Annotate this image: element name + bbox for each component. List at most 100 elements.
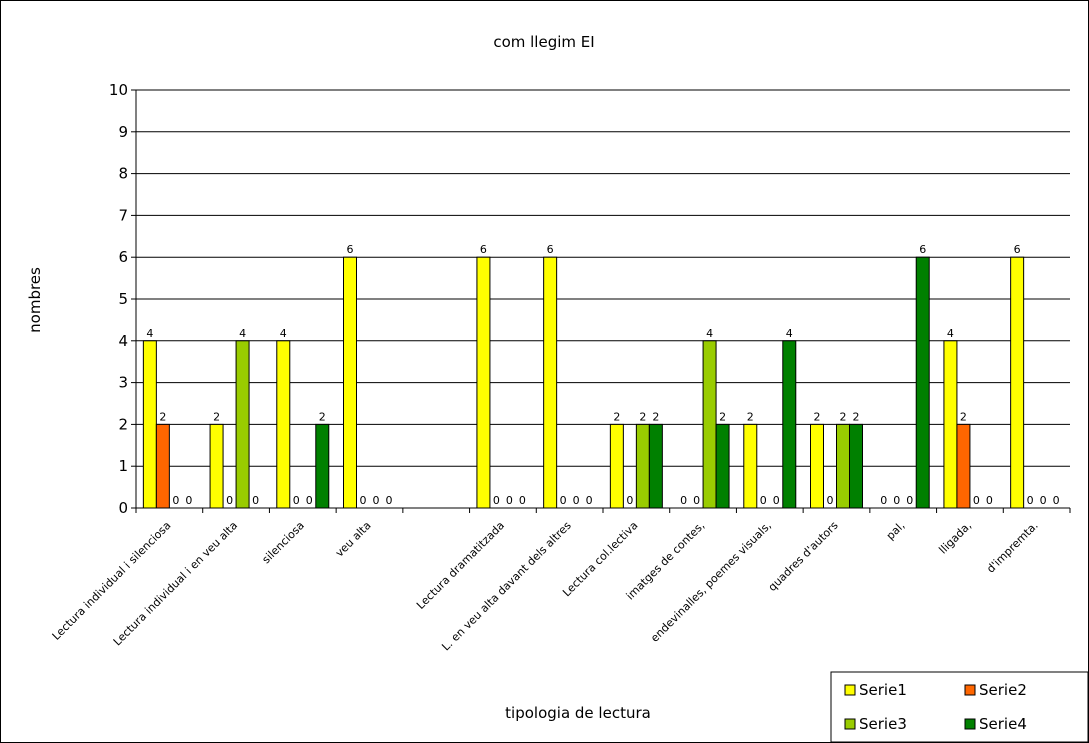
data-label: 0 <box>386 494 393 507</box>
data-label: 2 <box>960 410 967 423</box>
data-label: 0 <box>493 494 500 507</box>
bar-serie1-3 <box>343 256 357 509</box>
data-label: 0 <box>573 494 580 507</box>
data-label: 0 <box>293 494 300 507</box>
data-label: 2 <box>159 410 166 423</box>
bar-serie4-10 <box>849 423 863 509</box>
bar-serie1-1 <box>209 423 224 509</box>
bar-serie1-6 <box>543 256 558 509</box>
data-label: 2 <box>853 410 860 423</box>
data-label: 6 <box>347 243 354 256</box>
data-label: 4 <box>706 327 713 340</box>
data-label: 0 <box>226 494 233 507</box>
bar-serie4-2 <box>315 423 330 509</box>
data-label: 0 <box>626 494 633 507</box>
bars-layer <box>142 256 1025 509</box>
y-tick-label: 5 <box>118 290 128 308</box>
data-label: 0 <box>693 494 700 507</box>
data-label: 0 <box>252 494 259 507</box>
data-label: 4 <box>239 327 246 340</box>
data-label: 0 <box>560 494 567 507</box>
data-label: 0 <box>1027 494 1034 507</box>
bar-serie1-9 <box>743 423 758 509</box>
bar-serie1-12 <box>943 340 958 509</box>
data-label: 6 <box>480 243 487 256</box>
legend-label-serie3: Serie3 <box>859 715 907 733</box>
chart-title: com llegim EI <box>493 33 594 51</box>
bar-serie4-11 <box>915 256 930 509</box>
data-label: 2 <box>652 410 659 423</box>
data-label: 6 <box>919 243 926 256</box>
bar-serie4-7 <box>648 423 663 509</box>
data-label: 0 <box>519 494 526 507</box>
data-label: 0 <box>973 494 980 507</box>
y-tick-label: 8 <box>118 165 128 183</box>
bar-serie1-13 <box>1010 256 1025 509</box>
data-label: 2 <box>213 410 220 423</box>
data-label: 0 <box>827 494 834 507</box>
y-tick-label: 10 <box>109 81 128 99</box>
data-label: 0 <box>373 494 380 507</box>
bar-serie1-0 <box>142 340 157 509</box>
legend-swatch-serie4 <box>964 718 976 730</box>
data-label: 0 <box>986 494 993 507</box>
data-label: 0 <box>880 494 887 507</box>
bar-serie1-7 <box>609 423 624 509</box>
y-tick-label: 1 <box>118 457 128 475</box>
data-label: 4 <box>280 327 287 340</box>
legend: Serie1 Serie2 Serie3 Serie4 <box>830 671 1089 743</box>
data-label: 4 <box>146 327 153 340</box>
data-label: 0 <box>680 494 687 507</box>
bar-serie3-10 <box>836 423 850 509</box>
data-label: 4 <box>786 327 793 340</box>
bar-serie2-0 <box>155 423 170 509</box>
legend-label-serie4: Serie4 <box>979 715 1027 733</box>
y-tick-label: 3 <box>118 374 128 392</box>
legend-swatch-serie1 <box>844 684 856 696</box>
data-label: 0 <box>586 494 593 507</box>
data-label: 0 <box>906 494 913 507</box>
y-tick-label: 9 <box>118 123 128 141</box>
data-label: 0 <box>760 494 767 507</box>
data-label: 2 <box>613 410 620 423</box>
bar-serie4-9 <box>782 340 797 509</box>
data-label: 0 <box>1053 494 1060 507</box>
grid-layer <box>136 89 1070 467</box>
x-axis-title: tipologia de lectura <box>505 704 651 722</box>
y-tick-label: 0 <box>118 499 128 517</box>
legend-label-serie2: Serie2 <box>979 681 1027 699</box>
bar-serie1-2 <box>276 340 291 509</box>
data-label: 0 <box>185 494 192 507</box>
bar-serie1-10 <box>810 423 824 509</box>
y-axis-title: nombres <box>26 267 44 333</box>
bar-serie2-12 <box>956 423 971 509</box>
data-label: 6 <box>1014 243 1021 256</box>
data-label: 0 <box>172 494 179 507</box>
data-label: 4 <box>947 327 954 340</box>
data-label: 0 <box>773 494 780 507</box>
y-tick-label: 6 <box>118 248 128 266</box>
data-label: 0 <box>893 494 900 507</box>
bar-serie3-1 <box>235 340 250 509</box>
axis-layer: 0 1 2 3 4 5 6 7 8 9 10 <box>109 81 1071 517</box>
data-label: 0 <box>360 494 367 507</box>
data-label: 2 <box>747 410 754 423</box>
bar-serie3-8 <box>702 340 717 509</box>
y-tick-label: 4 <box>118 332 128 350</box>
legend-swatch-serie2 <box>964 684 976 696</box>
legend-box <box>830 671 1089 743</box>
data-label: 2 <box>639 410 646 423</box>
data-label: 2 <box>814 410 821 423</box>
bar-serie1-5 <box>476 256 491 509</box>
y-tick-label: 2 <box>118 415 128 433</box>
data-label: 0 <box>306 494 313 507</box>
data-label: 2 <box>719 410 726 423</box>
y-tick-label: 7 <box>118 206 128 224</box>
legend-label-serie1: Serie1 <box>859 681 907 699</box>
data-label: 2 <box>319 410 326 423</box>
bar-serie3-7 <box>635 423 650 509</box>
data-label: 0 <box>506 494 513 507</box>
legend-swatch-serie3 <box>844 718 856 730</box>
